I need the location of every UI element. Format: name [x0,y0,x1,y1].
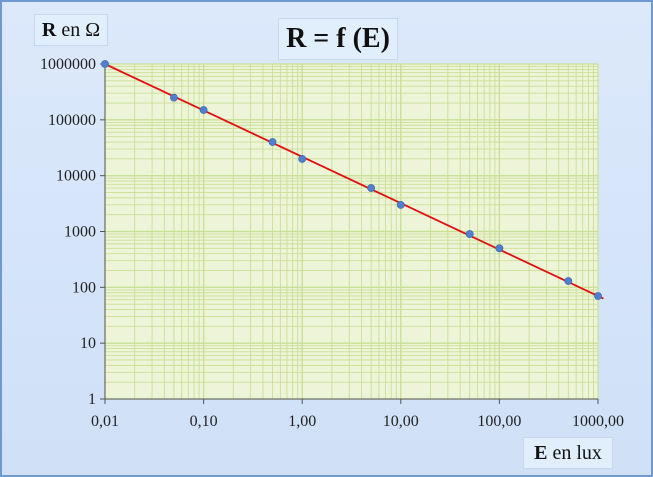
y-axis-label: R en Ω [34,14,108,46]
x-tick-label: 100,00 [477,413,521,430]
data-point [465,230,474,238]
data-point [594,292,602,300]
x-tick-label: 10,00 [383,413,419,430]
grid [104,63,599,400]
x-tick-label: 1000,00 [572,413,624,430]
data-point [367,184,376,192]
x-tick-label: 0,10 [190,413,218,430]
data-point [199,106,208,114]
trendline [104,63,604,300]
y-tick-label: 1 [88,391,96,408]
data-point [564,277,573,285]
y-tick-label: 100000 [48,112,96,129]
y-tick-label: 100 [72,279,96,296]
y-tick-label: 10000 [56,168,96,185]
data-point [268,138,277,146]
x-tick-label: 1,00 [288,413,316,430]
data-point [396,200,405,209]
chart-title: R = f (E) [278,18,398,60]
x-axis-label: E en lux [523,437,613,469]
y-tick-label: 1000000 [40,56,96,73]
data-point [495,244,504,253]
y-tick-label: 1000 [64,224,96,241]
x-tick-label: 0,01 [91,413,119,430]
data-point [101,60,109,68]
data-point [170,93,178,102]
y-tick-label: 10 [80,335,96,352]
data-point [298,154,307,163]
